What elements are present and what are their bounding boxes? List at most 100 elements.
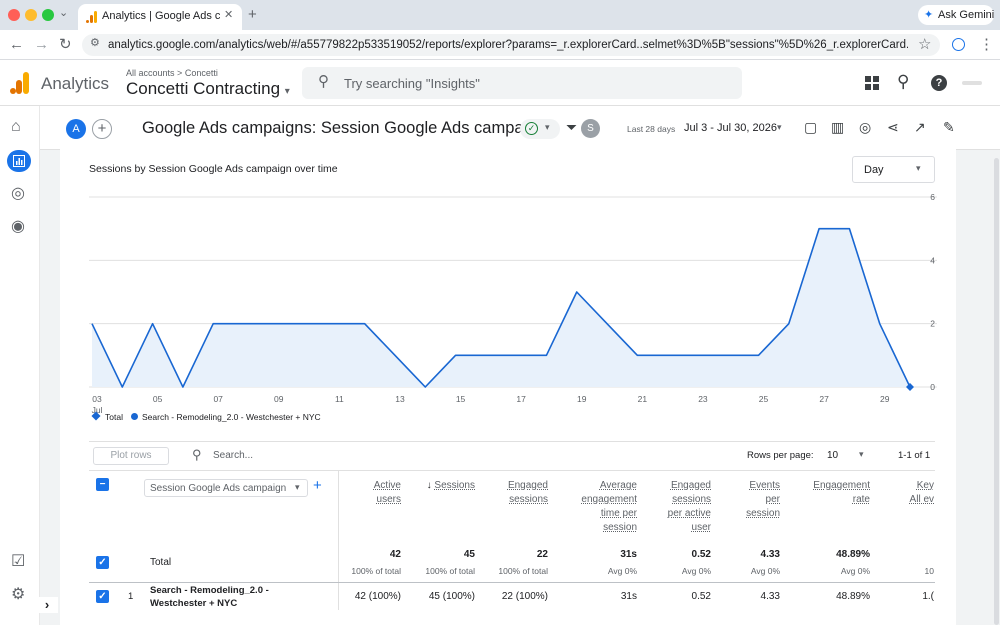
maximize-window-button[interactable] [42,9,54,21]
browser-tab[interactable]: Analytics | Google Ads campa ✕ [78,4,242,30]
tab-list-chevron-icon[interactable]: ⌄ [59,7,69,19]
granularity-chevron-icon: ▾ [916,163,921,173]
address-bar[interactable]: ⚙ analytics.google.com/analytics/web/#/a… [82,34,940,56]
column-header[interactable]: ↓ Sessions [385,479,475,493]
filter-icon[interactable]: ⏷ [566,119,578,135]
column-header[interactable]: Events per session [690,479,780,521]
account-switcher[interactable] [962,81,982,85]
browser-menu-icon[interactable]: ⋮ [979,36,994,53]
checklist-icon[interactable]: ☑ [11,553,26,570]
page-scrollbar[interactable] [994,158,999,625]
series-area [92,228,910,387]
total-value: 4.33 [760,549,780,560]
row-dimension-value[interactable]: Search - Remodeling_2.0 - Westchester + … [150,584,269,610]
insights-icon[interactable]: ◎ [859,119,872,135]
chart-title: Sessions by Session Google Ads campaign … [89,163,338,175]
search-placeholder: Try searching "Insights" [344,76,480,91]
column-header-text: Active [373,480,401,491]
edit-pencil-icon[interactable]: ✎ [943,119,955,135]
column-header[interactable]: Active users [311,479,401,507]
row-value: 1.( [922,591,934,602]
search-input[interactable]: ⚲ Try searching "Insights" [302,67,742,99]
row-checkbox[interactable]: ✓ [96,590,109,603]
rows-per-page-chevron-icon: ▾ [859,449,864,459]
x-tick-label: 05 [153,394,163,404]
column-header[interactable]: Key All ev [844,479,934,507]
report-title: Google Ads campaigns: Session Google Ads… [142,119,546,137]
row-name-line1: Search - Remodeling_2.0 - [150,585,269,596]
date-range-chevron-icon[interactable]: ▾ [777,122,782,132]
share-icon[interactable]: ⋖ [887,119,899,135]
customize-report-icon[interactable]: ▢ [804,119,818,135]
table-search-input[interactable]: Search... [213,450,254,461]
home-icon[interactable]: ⌂ [11,118,21,135]
rows-per-page-label: Rows per page: [747,450,814,461]
trend-sparkle-icon[interactable]: ↗ [914,119,926,135]
breadcrumb-account[interactable]: Concetti [184,68,218,78]
admin-gear-icon[interactable]: ⚙ [11,586,26,603]
close-window-button[interactable] [8,9,20,21]
reload-icon[interactable]: ↻ [59,36,72,53]
forward-arrow-icon[interactable]: → [34,36,49,53]
column-header-text: Sessions [434,480,475,491]
dimension-chevron-icon: ▾ [295,482,300,492]
site-info-icon[interactable]: ⚙ [90,37,100,49]
back-arrow-icon[interactable]: ← [9,36,24,53]
dimension-select[interactable]: Session Google Ads campaign ▾ [144,479,308,497]
column-header-text: per active [667,508,711,519]
column-header-text: All ev [909,494,934,505]
profile-icon[interactable] [952,38,965,51]
bookmark-star-icon[interactable]: ☆ [918,36,932,53]
add-dimension-icon[interactable]: + [313,477,322,494]
nav-reports-button[interactable] [7,150,31,172]
new-tab-icon[interactable]: + [248,6,257,23]
column-header[interactable]: Engaged sessions per active user [621,479,711,535]
x-tick-label: 13 [395,394,405,404]
date-range-label[interactable]: Last 28 days [627,124,676,134]
apps-grid-icon[interactable] [865,76,879,90]
advertising-icon[interactable]: ◉ [11,218,25,235]
property-selector[interactable]: Concetti Contracting ▾ [126,79,290,99]
ask-gemini-button[interactable]: ✦ Ask Gemini [918,5,994,25]
breadcrumb[interactable]: All accounts > Concetti [126,68,218,78]
explore-icon[interactable]: ◎ [11,185,25,202]
rows-per-page-select[interactable]: 10 ▾ [820,446,872,464]
help-icon[interactable]: ? [931,75,947,91]
date-range-value[interactable]: Jul 3 - Jul 30, 2026 [684,122,777,134]
property-name: Concetti Contracting [126,79,281,98]
column-header-text: time per [600,508,637,519]
add-comparison-icon[interactable]: + [92,119,112,139]
table-search-icon: ⚲ [192,447,202,462]
close-tab-icon[interactable]: ✕ [224,9,234,21]
granularity-select[interactable]: Day ▾ [852,156,935,183]
plot-rows-button[interactable]: Plot rows [93,447,169,465]
x-tick-label: 19 [577,394,587,404]
column-header-text: users [376,494,401,505]
column-header-text: user [691,522,711,533]
breadcrumb-all-accounts[interactable]: All accounts [126,68,175,78]
column-header[interactable]: Engaged sessions [458,479,548,507]
comparison-avatar[interactable]: A [66,119,86,139]
legend-total[interactable]: Total [105,412,123,422]
column-header[interactable]: Average engagement time per session [547,479,637,535]
status-check-icon: ✓ [525,122,538,135]
x-tick-label: 03 [92,394,102,404]
x-tick-label: 11 [335,394,344,404]
column-header[interactable]: Engagement rate [780,479,870,507]
sort-descending-icon: ↓ [426,480,435,491]
select-all-checkbox[interactable]: − [96,478,109,491]
pagination-text: 1-1 of 1 [898,450,931,461]
total-row-checkbox[interactable]: ✓ [96,556,109,569]
column-header-text: Engaged [670,480,711,491]
total-subtext: 100% of total [498,566,548,576]
minimize-window-button[interactable] [25,9,37,21]
segment-avatar[interactable]: S [581,119,600,138]
report-status-dropdown[interactable]: ✓ ▾ [520,119,560,139]
legend-series[interactable]: Search - Remodeling_2.0 - Westchester + … [142,412,321,422]
expand-nav-chevron-icon[interactable]: › [36,597,58,613]
compare-columns-icon[interactable]: ▥ [831,119,845,135]
column-header-text: per [765,494,780,505]
total-value: 45 [463,549,475,560]
property-dropdown-icon: ▾ [284,86,290,97]
search-insights-icon[interactable]: ⚲ [897,72,910,91]
